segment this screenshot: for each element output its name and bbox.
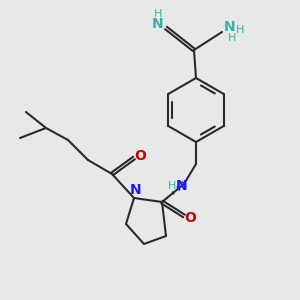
Text: N: N <box>176 179 188 193</box>
Text: H: H <box>154 9 162 19</box>
Text: H: H <box>168 181 176 191</box>
Text: N: N <box>152 17 164 31</box>
Text: H: H <box>228 33 236 43</box>
Text: O: O <box>184 211 196 225</box>
Text: H: H <box>236 25 244 35</box>
Text: O: O <box>134 149 146 163</box>
Text: N: N <box>130 183 142 197</box>
Text: N: N <box>224 20 236 34</box>
